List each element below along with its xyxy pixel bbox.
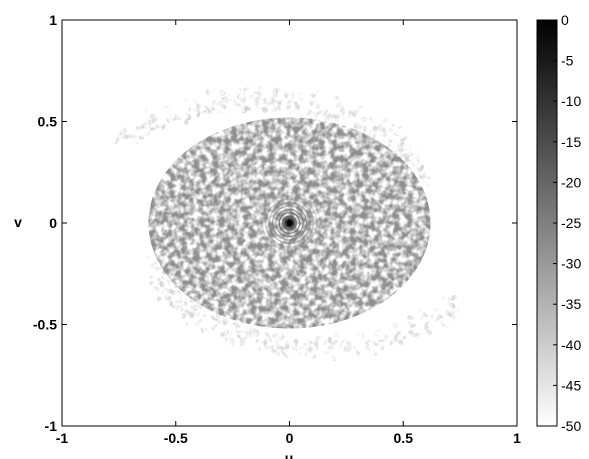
colorbar-tick-label: -10: [561, 93, 581, 109]
y-tick-label: 1: [49, 12, 57, 28]
y-tick-label: 0.5: [38, 114, 58, 130]
y-axis-label: v: [14, 214, 22, 230]
x-tick-label: -0.5: [164, 430, 188, 446]
colorbar-tick-label: -30: [561, 256, 581, 272]
central-ring: [265, 198, 314, 248]
colorbar-tick-label: -25: [561, 215, 581, 231]
colorbar-tick-label: 0: [561, 12, 569, 28]
colorbar-tick-label: -45: [561, 377, 581, 393]
colorbar-tick-label: -50: [561, 418, 581, 434]
colorbar-tick-label: -15: [561, 134, 581, 150]
central-rings: [258, 191, 321, 255]
y-tick-label: -1: [45, 418, 58, 434]
y-axis-ticks: 1 0.5 0 -0.5 -1: [33, 12, 517, 434]
x-tick-label: -1: [56, 430, 69, 446]
colorbar-tick-label: -20: [561, 174, 581, 190]
x-axis-label: u: [285, 450, 294, 459]
x-axis-ticks: -1 -0.5 0 0.5 1: [56, 20, 521, 446]
central-ring: [275, 208, 304, 238]
colorbar-tick-label: -35: [561, 296, 581, 312]
central-ring: [261, 195, 318, 251]
central-ring: [271, 205, 308, 241]
colorbar-tick-label: -40: [561, 337, 581, 353]
central-ring: [258, 191, 321, 255]
x-tick-label: 0: [286, 430, 294, 446]
central-ring: [268, 202, 311, 244]
heatmap-layer: [62, 20, 517, 426]
colorbar-tick-label: -5: [561, 53, 574, 69]
y-tick-label: -0.5: [33, 317, 57, 333]
central-ring: [278, 212, 301, 234]
x-tick-label: 0.5: [394, 430, 414, 446]
x-tick-label: 1: [513, 430, 521, 446]
y-tick-label: 0: [49, 215, 57, 231]
colorbar-ticks: 0 -5 -10 -15 -20 -25 -30 -35 -40 -45 -50: [553, 12, 581, 434]
central-peak: [286, 220, 293, 226]
